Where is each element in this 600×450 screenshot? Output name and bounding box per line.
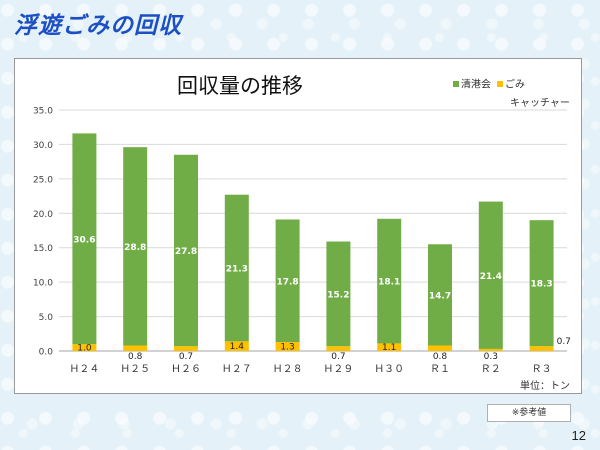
data-label-seikokai: 21.4 [480, 272, 502, 282]
y-tick-label: 35.0 [33, 107, 53, 117]
legend-label: ごみ [505, 78, 525, 91]
bar-segment-gomi-catcher [224, 341, 249, 351]
bar-segment-gomi-catcher [174, 346, 198, 351]
bar-segment-gomi-catcher [529, 346, 554, 351]
x-tick-label: Ｒ３ [532, 364, 552, 375]
reference-note: ※参考値 [487, 404, 571, 422]
legend-label: 清港会 [461, 78, 491, 91]
bar-segment-seikokai [72, 133, 97, 345]
data-label-seikokai: 18.3 [530, 280, 552, 290]
data-label-seikokai: 27.8 [175, 247, 197, 257]
stacked-bar-chart: 0.0 5.0 10.0 15.0 20.0 25.0 30.0 35.0 回収量の推移 清港会 ご… [33, 74, 571, 392]
y-tick-label: 30.0 [33, 141, 53, 151]
data-label-gomi-catcher: 0.8 [433, 352, 448, 362]
bar-segment-seikokai [478, 201, 503, 349]
chart-area: 0.0 5.0 10.0 15.0 20.0 25.0 30.0 35.0 回収量の推移 清港会 ご… [14, 58, 582, 394]
x-tick-label: Ｈ２９ [323, 364, 353, 375]
data-label-gomi-catcher: 0.3 [484, 352, 498, 362]
y-tick-label: 5.0 [39, 313, 54, 323]
bar-segment-gomi-catcher [275, 342, 300, 351]
bar-segment-seikokai [529, 220, 554, 347]
x-tick-label: Ｒ２ [481, 364, 501, 375]
bar-segment-seikokai [275, 219, 300, 343]
data-label-gomi-catcher: 1.4 [230, 342, 245, 352]
data-label-gomi-catcher: 0.8 [128, 352, 143, 362]
bar-segment-seikokai [224, 194, 249, 342]
bar-segment-gomi-catcher [72, 344, 97, 351]
x-tick-label: Ｒ１ [430, 364, 450, 375]
bar-segment-seikokai [428, 244, 452, 346]
y-tick-label: 15.0 [33, 244, 53, 254]
data-label-seikokai: 18.1 [378, 278, 400, 288]
bar-segment-seikokai [377, 218, 402, 344]
data-label-seikokai: 28.8 [124, 243, 146, 253]
bar-segment-gomi-catcher [478, 348, 503, 351]
data-label-gomi-catcher: 1.3 [280, 343, 294, 353]
data-label-gomi-catcher: 1.1 [382, 343, 396, 353]
data-label-seikokai: 17.8 [276, 277, 298, 287]
y-tick-label: 0.0 [39, 348, 54, 358]
data-label-gomi-catcher: 1.0 [77, 344, 92, 354]
legend-swatch-green [453, 81, 459, 87]
chart-title: 回収量の推移 [177, 74, 303, 98]
slide-title: 浮遊ごみの回収 [14, 13, 182, 39]
data-label-gomi-catcher: 0.7 [557, 337, 571, 347]
data-label-seikokai: 15.2 [327, 290, 349, 300]
x-tick-label: Ｈ２８ [273, 364, 303, 375]
bar-segment-seikokai [174, 154, 198, 347]
data-label-seikokai: 30.6 [73, 235, 95, 245]
data-label-seikokai: 21.3 [226, 265, 248, 275]
data-label-gomi-catcher: 0.7 [331, 352, 345, 362]
unit-label: 単位：トン [520, 379, 570, 392]
data-label-gomi-catcher: 0.7 [179, 352, 193, 362]
x-tick-label: Ｈ２５ [120, 364, 150, 375]
y-tick-label: 25.0 [33, 175, 53, 185]
y-tick-label: 10.0 [33, 279, 53, 289]
bar-segment-gomi-catcher [428, 345, 452, 351]
bar-segment-gomi-catcher [326, 346, 351, 351]
bar-segment-seikokai [123, 147, 148, 346]
legend-label-continued: キャッチャー [510, 97, 570, 109]
x-tick-label: Ｈ２４ [69, 364, 99, 375]
y-tick-label: 20.0 [33, 210, 53, 220]
legend-swatch-yellow [497, 81, 503, 87]
page-number: 12 [571, 428, 586, 443]
bar-segment-seikokai [326, 241, 351, 347]
x-tick-label: Ｈ３０ [374, 364, 404, 375]
bar-segment-gomi-catcher [123, 345, 148, 351]
x-tick-label: Ｈ２６ [171, 364, 201, 375]
data-label-seikokai: 14.7 [429, 291, 451, 301]
x-tick-label: Ｈ２７ [222, 364, 252, 375]
bar-segment-gomi-catcher [377, 343, 402, 351]
